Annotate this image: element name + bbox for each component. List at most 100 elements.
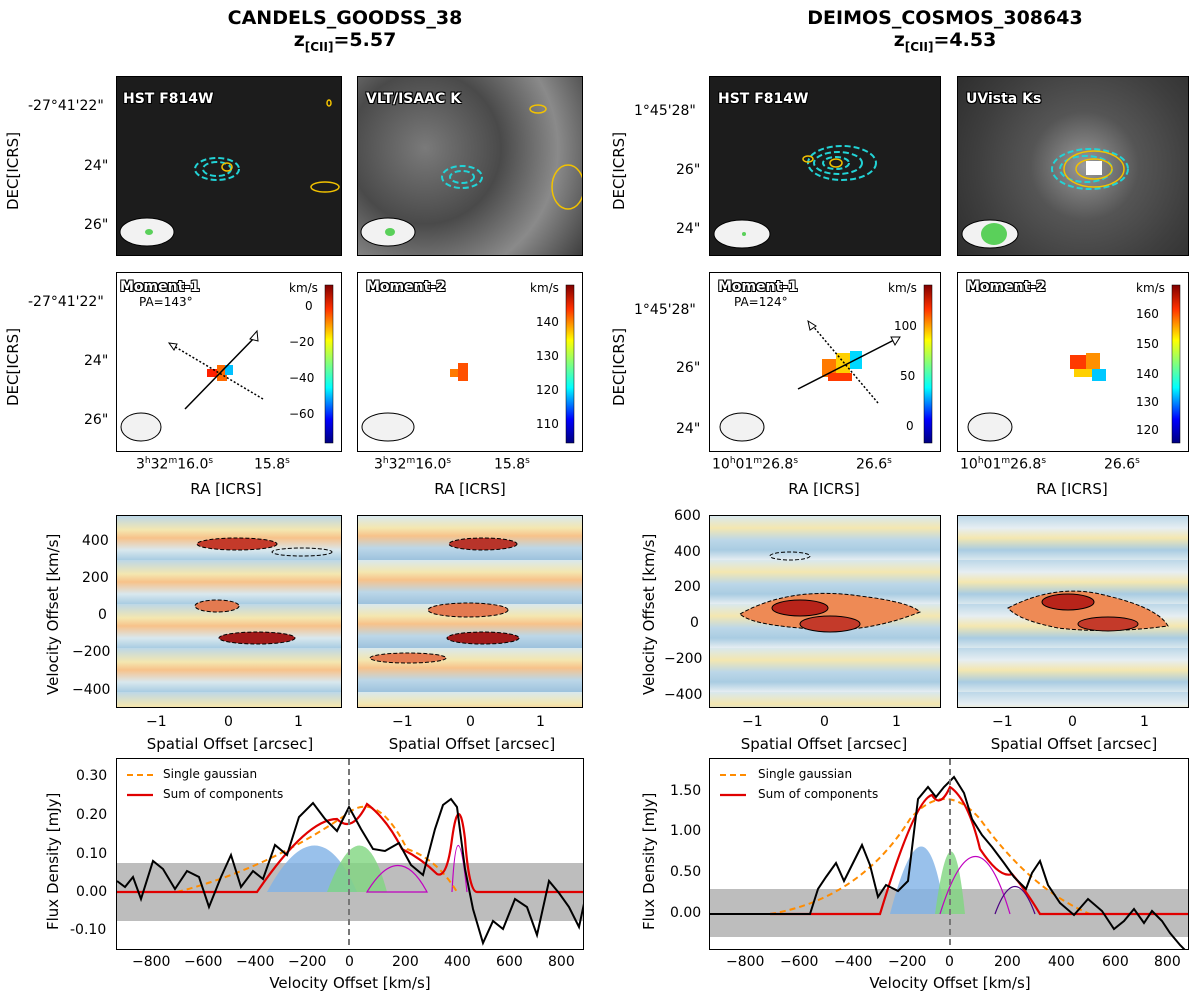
right-pv1-xlabel: Spatial Offset [arcsec]	[740, 735, 908, 753]
left-dec-mid-1: -27°41'22"	[28, 294, 104, 310]
left-dec-label-mid: DEC[ICRS]	[4, 327, 22, 406]
left-spectrum: Single gaussian Sum of components	[116, 758, 584, 950]
left-dec-label-top: DEC[ICRS]	[4, 131, 22, 210]
left-ra-tick-b: 15.8s	[254, 456, 290, 473]
right-spec-ytick-4: 0.00	[670, 905, 702, 921]
left-legend-single: Single gaussian	[163, 767, 258, 781]
right-spectrum: Single gaussian Sum of components	[709, 758, 1189, 950]
right-moment2-panel: Moment-2 km/s 160 150 140 130 120	[957, 272, 1189, 452]
right-pv1-xtick-1: −1	[742, 714, 763, 730]
right-moment1-label: Moment-1	[718, 279, 798, 295]
right-moment1-pa: PA=124°	[734, 295, 788, 309]
right-m2-cbar-t3: 140	[1136, 367, 1159, 381]
left-spec-xtick-6: 200	[392, 954, 419, 970]
right-m2-cbar-t4: 130	[1136, 395, 1159, 409]
right-pv-ytick-4: 0	[690, 615, 699, 631]
right-m1-cbar-t2: 50	[900, 369, 916, 383]
right-pv-ytick-2: 400	[674, 544, 701, 560]
right-ra-tick-b: 26.6s	[856, 456, 892, 473]
right-spec-xtick-5: 0	[945, 954, 954, 970]
right-dec-tick-3: 24"	[676, 221, 701, 237]
left-redshift: z[CII]=5.57	[293, 29, 397, 54]
right-dec-mid-1: 1°45'28"	[634, 302, 696, 318]
left-pv-ytick-5: −400	[72, 682, 111, 698]
right-spec-xtick-3: −400	[834, 954, 873, 970]
right-spec-ytick-3: 0.50	[670, 864, 702, 880]
left-hst-label: HST F814W	[123, 91, 214, 107]
left-pv-2-contours	[369, 537, 520, 664]
left-pv1-xtick-1: −1	[146, 714, 167, 730]
right-dec-label-top: DEC[ICRS]	[610, 131, 628, 210]
right-dec-mid-3: 24"	[676, 421, 701, 437]
right-pv2-xtick-3: 1	[1140, 714, 1149, 730]
right-spec-ytick-2: 1.00	[670, 823, 702, 839]
right-hst-image: HST F814W	[709, 76, 941, 256]
right-spec-xtick-7: 400	[1048, 954, 1075, 970]
left-title: CANDELS_GOODSS_38 z[CII]=5.57	[180, 7, 510, 58]
left-pv2-xtick-2: 0	[466, 714, 475, 730]
right-pv2-xtick-2: 0	[1068, 714, 1077, 730]
right-m1-cbar-t3: 0	[906, 419, 914, 433]
right-moment2-cbar-unit: km/s	[1136, 281, 1165, 295]
right2-ra-label: RA [ICRS]	[1036, 480, 1108, 498]
right-pv-1-contours	[739, 551, 921, 633]
left-spec-xtick-4: −200	[288, 954, 327, 970]
left-moment2-panel: Moment-2 km/s 140 130 120 110	[357, 272, 583, 452]
left-m2-cbar-t4: 110	[536, 417, 559, 431]
left-pv1-xlabel: Spatial Offset [arcsec]	[146, 735, 314, 753]
right2-ra-tick-a: 10h01m26.8s	[960, 456, 1047, 473]
right-ra-tick-a: 10h01m26.8s	[712, 456, 799, 473]
right-dec-tick-1: 1°45'28"	[634, 103, 696, 119]
right-pv-2	[957, 515, 1189, 708]
left-spec-xtick-3: −400	[236, 954, 275, 970]
left-spec-ytick-2: 0.20	[76, 807, 108, 823]
left-moment2-label: Moment-2	[366, 279, 446, 295]
left-m1-cbar-t4: −60	[289, 407, 315, 421]
right-uvista-image: UVista Ks	[957, 76, 1189, 256]
left-pv1-xtick-3: 1	[294, 714, 303, 730]
left-moment1-plot	[120, 284, 334, 444]
right-ra-label: RA [ICRS]	[788, 480, 860, 498]
left-pv2-xtick-3: 1	[536, 714, 545, 730]
right-hst-contours	[713, 145, 877, 249]
left-isaac-contours	[360, 104, 582, 247]
left-pv-ylabel: Velocity Offset [km/s]	[44, 533, 62, 695]
right-dec-mid-2: 26"	[676, 360, 701, 376]
left2-ra-tick-a: 3h32m16.0s	[374, 456, 452, 473]
right-spectrum-plot	[710, 759, 1188, 949]
right-moment1-plot	[719, 284, 933, 444]
right-pv-ytick-5: −200	[664, 651, 703, 667]
right-pv2-xtick-1: −1	[992, 714, 1013, 730]
right-spec-xtick-9: 800	[1154, 954, 1181, 970]
left-m2-cbar-t2: 130	[536, 349, 559, 363]
right-spec-xtick-2: −600	[780, 954, 819, 970]
left-pv-1	[116, 515, 342, 708]
right-m2-cbar-t1: 160	[1136, 307, 1159, 321]
left-pv-ytick-3: 0	[98, 607, 107, 623]
left-moment2-cbar-unit: km/s	[530, 281, 559, 295]
right-uvista-label: UVista Ks	[966, 91, 1042, 107]
right-pv-1	[709, 515, 941, 708]
right-legend-sum: Sum of components	[758, 787, 879, 801]
left-isaac-label: VLT/ISAAC K	[366, 91, 462, 107]
left-pv-1-contours	[194, 537, 333, 645]
left-moment1-pa: PA=143°	[139, 295, 193, 309]
right-hst-label: HST F814W	[718, 91, 809, 107]
right-uvista-contours	[961, 148, 1129, 249]
right-spec-xtick-8: 600	[1102, 954, 1129, 970]
right-pv-ylabel: Velocity Offset [km/s]	[640, 533, 658, 695]
left-pv2-xlabel: Spatial Offset [arcsec]	[388, 735, 556, 753]
left-moment1-panel: Moment-1 PA=143° km/s 0 −20 −40 −60	[116, 272, 342, 452]
right-legend-single: Single gaussian	[758, 767, 853, 781]
right-pv-ytick-3: 200	[674, 579, 701, 595]
left-ra-tick-a: 3h32m16.0s	[136, 456, 214, 473]
left-dec-tick-2: 24"	[84, 158, 109, 174]
left-spec-ytick-5: -0.10	[70, 922, 107, 938]
right-redshift: z[CII]=4.53	[893, 29, 997, 54]
left-dec-mid-2: 24"	[84, 353, 109, 369]
right-spec-xtick-1: −800	[726, 954, 765, 970]
left-spec-xtick-5: 0	[345, 954, 354, 970]
left2-ra-label: RA [ICRS]	[434, 480, 506, 498]
right2-ra-tick-b: 26.6s	[1104, 456, 1140, 473]
left-pv2-xtick-1: −1	[392, 714, 413, 730]
